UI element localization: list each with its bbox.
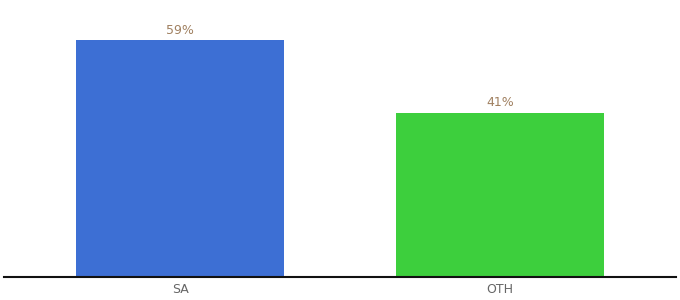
Text: 41%: 41% [486,96,514,110]
Bar [76,40,284,277]
Text: 59%: 59% [166,24,194,37]
Bar [396,112,604,277]
